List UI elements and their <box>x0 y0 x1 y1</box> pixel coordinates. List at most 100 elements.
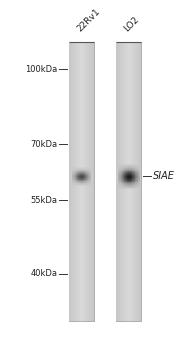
Bar <box>121 183 122 184</box>
Bar <box>134 169 135 170</box>
Bar <box>116 42 117 321</box>
Bar <box>125 184 126 185</box>
Bar <box>129 170 130 172</box>
Bar <box>129 181 130 182</box>
Bar <box>131 169 132 170</box>
Bar <box>89 177 90 178</box>
Bar <box>75 174 76 175</box>
Bar <box>138 175 139 176</box>
Bar <box>135 184 136 185</box>
Bar <box>137 180 138 181</box>
Bar <box>90 172 91 173</box>
Bar <box>136 188 137 189</box>
Bar <box>73 183 74 184</box>
Bar <box>134 164 135 166</box>
Bar <box>72 167 73 168</box>
Bar <box>80 180 81 181</box>
Bar <box>129 178 130 179</box>
Bar <box>87 173 88 174</box>
Bar <box>127 167 128 168</box>
Bar <box>77 168 78 169</box>
Bar <box>130 188 131 189</box>
Bar <box>125 179 126 180</box>
Bar <box>120 167 121 168</box>
Bar <box>86 173 87 174</box>
Bar <box>137 169 138 170</box>
Bar <box>76 167 77 168</box>
Bar <box>138 183 139 184</box>
Bar <box>118 181 119 182</box>
Bar <box>130 176 131 177</box>
Bar <box>123 185 124 186</box>
Bar <box>122 167 123 168</box>
Bar <box>84 180 85 181</box>
Bar <box>72 185 73 186</box>
Bar <box>125 177 126 178</box>
Bar <box>82 176 83 177</box>
Bar <box>123 170 124 172</box>
Bar <box>76 178 77 179</box>
Bar <box>86 177 87 178</box>
Bar <box>89 183 90 184</box>
Bar <box>90 182 91 183</box>
Bar <box>133 179 134 180</box>
Bar <box>79 174 80 175</box>
Bar <box>127 177 128 178</box>
Bar <box>135 172 136 173</box>
Bar <box>76 181 77 182</box>
Bar <box>85 175 86 176</box>
Bar <box>128 186 129 187</box>
Bar <box>136 174 137 175</box>
Bar <box>136 169 137 170</box>
Bar <box>135 182 136 183</box>
Bar <box>124 176 125 177</box>
Bar <box>119 173 120 174</box>
Bar <box>124 186 125 187</box>
Bar <box>139 178 140 179</box>
Bar <box>133 186 134 187</box>
Bar <box>81 173 82 174</box>
Bar <box>134 185 135 186</box>
Bar <box>139 188 140 189</box>
Bar <box>123 164 124 166</box>
Bar <box>120 175 121 176</box>
Bar <box>134 183 135 184</box>
Bar <box>126 180 127 181</box>
Bar <box>130 177 131 178</box>
Bar <box>124 172 125 173</box>
Bar <box>121 181 122 182</box>
Bar <box>83 181 84 182</box>
Bar <box>134 181 135 182</box>
Bar <box>120 166 121 167</box>
Bar <box>76 184 77 185</box>
Bar <box>139 175 140 176</box>
Bar <box>132 179 133 180</box>
Bar <box>87 183 88 184</box>
Bar <box>79 177 80 178</box>
Bar <box>75 182 76 183</box>
Bar <box>81 179 82 180</box>
Bar <box>86 179 87 180</box>
Bar <box>138 42 139 321</box>
Bar <box>137 185 138 186</box>
Bar <box>136 168 137 169</box>
Bar <box>86 184 87 185</box>
Bar <box>130 181 131 182</box>
Bar <box>74 167 75 168</box>
Bar <box>75 177 76 178</box>
Bar <box>133 170 134 172</box>
Bar <box>137 182 138 183</box>
Bar <box>131 187 132 188</box>
Bar <box>75 172 76 173</box>
Bar <box>125 183 126 184</box>
Bar <box>135 185 136 186</box>
Bar <box>120 184 121 185</box>
Bar <box>79 42 80 321</box>
Bar <box>135 183 136 184</box>
Bar <box>126 42 127 321</box>
Bar <box>79 185 80 186</box>
Bar <box>132 174 133 175</box>
Bar <box>125 164 126 166</box>
Bar <box>126 170 127 172</box>
Bar <box>73 179 74 180</box>
